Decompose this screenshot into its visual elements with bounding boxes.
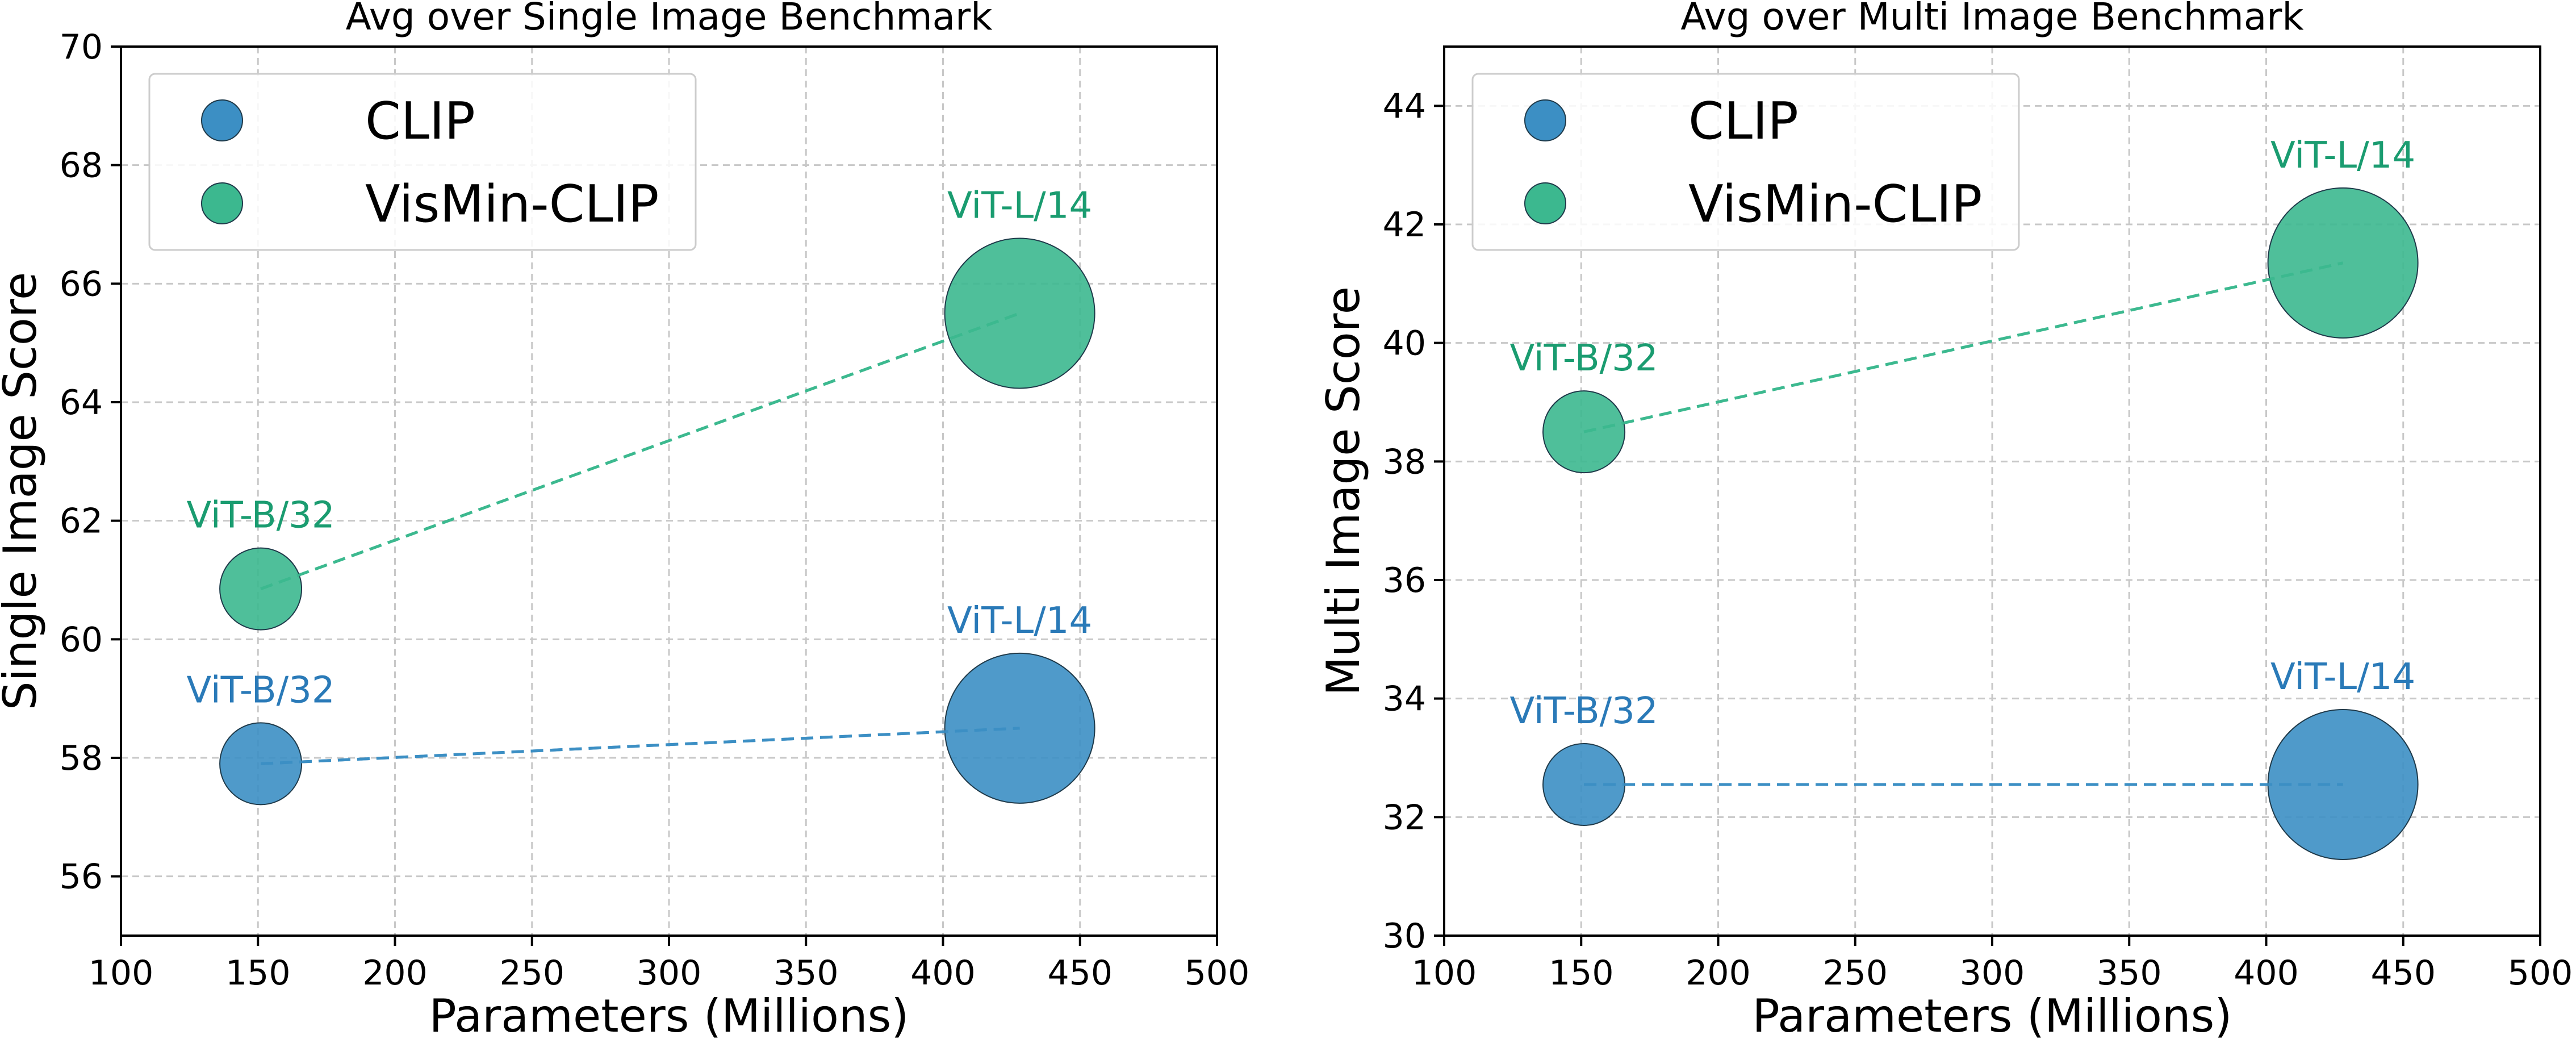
x-tick-label: 150: [1549, 953, 1614, 993]
chart-1: ViT-B/32 ViT-L/14 ViT-B/32 ViT-L/14 100 150 20…: [0, 0, 1249, 1042]
legend-label: CLIP: [1688, 91, 1799, 151]
legend-label: VisMin-CLIP: [365, 174, 659, 234]
legend-label: VisMin-CLIP: [1688, 174, 1982, 234]
x-tick-label: 200: [362, 953, 428, 993]
legend-marker: [201, 182, 243, 224]
x-tick-label: 350: [2097, 953, 2162, 993]
x-tick-label: 400: [910, 953, 976, 993]
point-label: ViT-L/14: [2270, 656, 2415, 698]
data-point: [944, 237, 1095, 389]
legend-box: [1471, 73, 2020, 251]
x-tick-label: 400: [2234, 953, 2299, 993]
chart-title: Avg over Multi Image Benchmark: [1680, 0, 2304, 39]
y-tick-label: 38: [1383, 442, 1426, 482]
chart-title: Avg over Single Image Benchmark: [346, 0, 993, 39]
data-point: [944, 652, 1095, 804]
y-tick-label: 66: [60, 264, 103, 304]
x-axis-label: Parameters (Millions): [1753, 990, 2232, 1042]
y-tick-label: 42: [1383, 205, 1426, 245]
point-label: ViT-L/14: [2270, 135, 2415, 177]
point-label: ViT-B/32: [1510, 337, 1658, 379]
y-axis-label: Single Image Score: [0, 272, 47, 710]
legend-marker: [1524, 182, 1566, 224]
legend-marker: [201, 99, 243, 141]
y-tick-label: 34: [1383, 679, 1426, 719]
x-tick-label: 450: [2370, 953, 2436, 993]
x-tick-label: 500: [1185, 953, 1250, 993]
y-axis-label: Multi Image Score: [1317, 286, 1370, 696]
y-tick-label: 62: [60, 502, 103, 541]
trend-line-overlay: [1583, 261, 2344, 433]
y-tick-label: 32: [1383, 798, 1426, 837]
y-tick-label: 40: [1383, 324, 1426, 364]
data-point: [2267, 187, 2419, 339]
legend-label: CLIP: [365, 91, 475, 151]
point-label: ViT-L/14: [947, 600, 1092, 642]
y-tick-label: 44: [1383, 86, 1426, 126]
trend-line-overlay: [260, 727, 1020, 765]
point-label: ViT-B/32: [1510, 690, 1658, 732]
legend-box: [148, 73, 697, 251]
y-tick-label: 60: [60, 620, 103, 660]
legend-marker: [1524, 99, 1566, 141]
x-tick-label: 350: [773, 953, 839, 993]
x-tick-label: 500: [2508, 953, 2573, 993]
y-tick-label: 70: [60, 27, 103, 67]
x-tick-label: 450: [1047, 953, 1113, 993]
point-label: ViT-B/32: [187, 495, 335, 537]
y-tick-label: 64: [60, 383, 103, 423]
point-label: ViT-L/14: [947, 185, 1092, 227]
x-tick-label: 100: [89, 953, 154, 993]
y-tick-label: 56: [60, 857, 103, 897]
x-tick-label: 250: [499, 953, 564, 993]
y-tick-label: 30: [1383, 916, 1426, 956]
x-axis-label: Parameters (Millions): [429, 990, 909, 1042]
chart-2: ViT-B/32 ViT-L/14 ViT-B/32 ViT-L/14 100 150 20…: [1317, 0, 2573, 1042]
x-tick-label: 300: [637, 953, 702, 993]
x-tick-label: 200: [1686, 953, 1751, 993]
x-tick-label: 150: [225, 953, 291, 993]
point-label: ViT-B/32: [187, 669, 335, 711]
x-tick-label: 250: [1822, 953, 1888, 993]
y-tick-label: 36: [1383, 561, 1426, 600]
y-tick-label: 68: [60, 146, 103, 186]
x-tick-label: 300: [1960, 953, 2025, 993]
x-tick-label: 100: [1412, 953, 1477, 993]
y-tick-label: 58: [60, 739, 103, 778]
